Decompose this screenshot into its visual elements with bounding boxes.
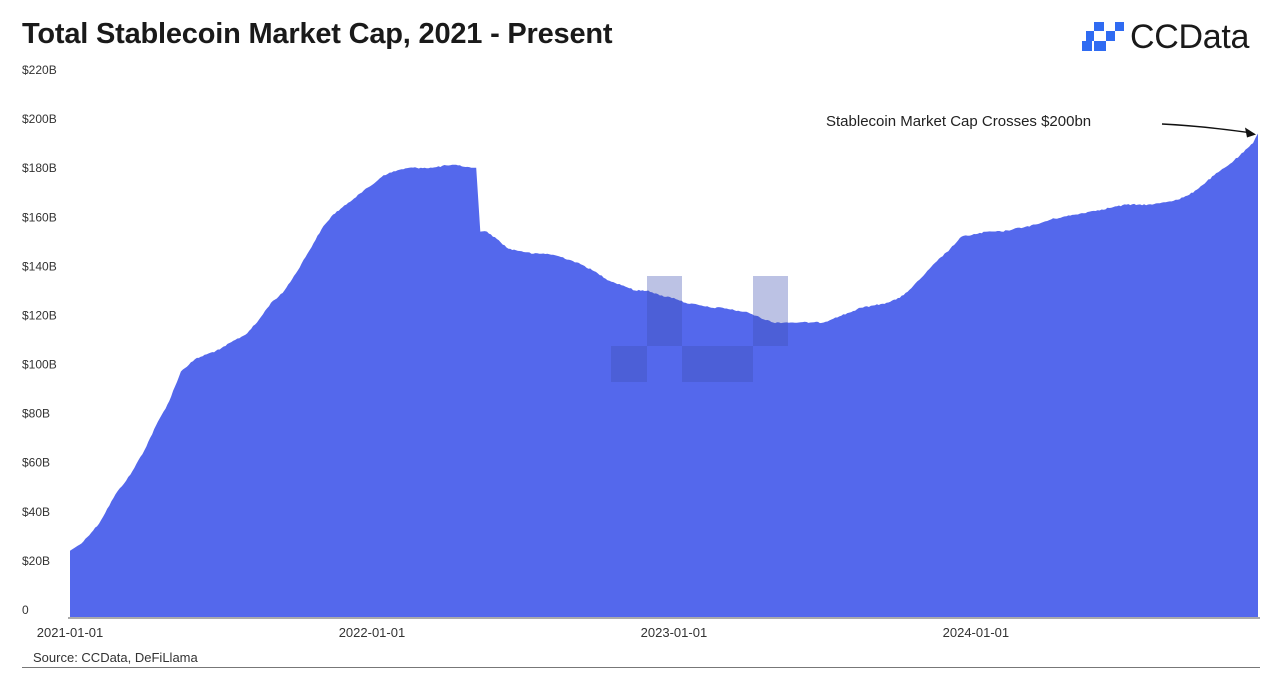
y-tick-label: $40B — [22, 505, 50, 519]
y-tick-label: $100B — [22, 358, 57, 372]
market-cap-area — [70, 133, 1258, 617]
watermark-logo — [611, 242, 823, 382]
y-tick-label: 0 — [22, 603, 29, 617]
y-tick-label: $120B — [22, 308, 57, 322]
x-axis-tick-labels: 2021-01-01 2022-01-01 2023-01-01 2024-01-01 — [37, 625, 1009, 640]
bottom-divider — [22, 667, 1260, 668]
x-tick-label: 2023-01-01 — [641, 625, 708, 640]
ccdata-logo-icon — [1082, 22, 1124, 51]
annotation-arrowhead — [1245, 127, 1256, 138]
annotation: Stablecoin Market Cap Crosses $200bn — [826, 113, 1256, 138]
brand-name: CCData — [1130, 18, 1250, 56]
y-tick-label: $160B — [22, 210, 57, 224]
annotation-label: Stablecoin Market Cap Crosses $200bn — [826, 113, 1091, 130]
y-tick-label: $200B — [22, 112, 57, 126]
annotation-arrow — [1161, 123, 1249, 134]
y-tick-label: $20B — [22, 554, 50, 568]
x-tick-label: 2022-01-01 — [339, 625, 406, 640]
y-tick-label: $180B — [22, 161, 57, 175]
source-note: Source: CCData, DeFiLlama — [33, 650, 198, 665]
brand-logo: CCData — [1082, 18, 1272, 58]
y-tick-label: $220B — [22, 63, 57, 77]
y-tick-label: $80B — [22, 407, 50, 421]
y-tick-label: $60B — [22, 456, 50, 470]
x-tick-label: 2021-01-01 — [37, 625, 104, 640]
x-tick-label: 2024-01-01 — [943, 625, 1010, 640]
chart-title: Total Stablecoin Market Cap, 2021 - Pres… — [22, 18, 613, 50]
y-axis-tick-labels: 0 $20B $40B $60B $80B $100B $120B $140B $160B $18… — [22, 63, 57, 617]
y-tick-label: $140B — [22, 259, 57, 273]
